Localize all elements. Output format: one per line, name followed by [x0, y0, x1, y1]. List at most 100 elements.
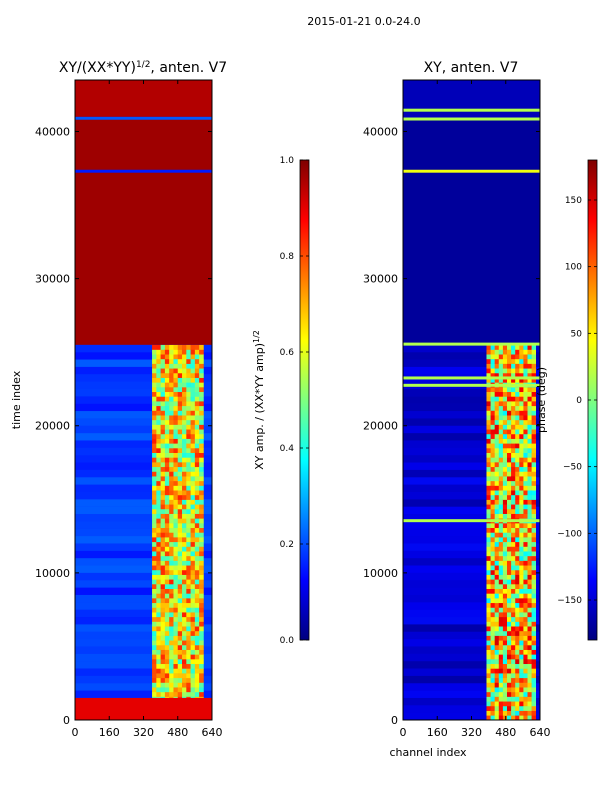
heatmap-cell — [494, 452, 500, 458]
heatmap-cell — [511, 565, 516, 571]
heatmap-cell — [169, 612, 174, 618]
heatmap-cell — [186, 518, 191, 524]
heatmap-row — [403, 388, 540, 397]
heatmap-cell — [498, 551, 504, 557]
heatmap-cell — [490, 607, 495, 613]
heatmap-cell — [511, 602, 516, 608]
heatmap-cell — [164, 513, 170, 519]
heatmap-cell — [527, 480, 532, 486]
heatmap-cell — [190, 644, 196, 650]
heatmap-cell — [490, 438, 495, 444]
heatmap-cell — [173, 518, 179, 524]
heatmap-cell — [523, 541, 528, 547]
heatmap-cell — [527, 541, 532, 547]
heatmap-row — [75, 558, 212, 566]
heatmap-cell — [502, 715, 508, 721]
heatmap-cell — [177, 382, 183, 388]
heatmap-cell — [190, 405, 196, 411]
heatmap-cell — [506, 579, 512, 585]
heatmap-cell — [194, 358, 200, 364]
heatmap-cell — [160, 630, 166, 636]
heatmap-cell — [152, 419, 157, 425]
heatmap-cell — [519, 715, 524, 721]
heatmap-cell — [190, 504, 196, 510]
heatmap-cell — [173, 574, 179, 580]
heatmap-cell — [486, 532, 491, 538]
heatmap-cell — [490, 424, 495, 430]
heatmap-cell — [173, 682, 179, 688]
heatmap-cell — [173, 546, 179, 552]
heatmap-cell — [177, 419, 183, 425]
heatmap-cell — [523, 448, 528, 453]
heatmap-cell — [498, 612, 504, 618]
heatmap-cell — [156, 448, 161, 453]
heatmap-cell — [498, 424, 504, 430]
heatmap-cell — [506, 401, 512, 407]
heatmap-cell — [502, 551, 508, 557]
heatmap-cell — [531, 405, 537, 411]
heatmap-cell — [173, 630, 179, 636]
heatmap-cell — [511, 630, 516, 636]
heatmap-cell — [494, 372, 500, 378]
heatmap-cell — [160, 677, 166, 683]
heatmap-cell — [156, 410, 161, 416]
heatmap-row — [403, 594, 540, 603]
heatmap-cell — [519, 457, 524, 463]
heatmap-cell — [511, 715, 516, 721]
heatmap-cell — [494, 602, 500, 608]
heatmap-cell — [494, 485, 500, 491]
heatmap-cell — [498, 471, 504, 477]
heatmap-cell — [186, 569, 191, 575]
heatmap-cell — [490, 405, 495, 411]
heatmap-cell — [519, 551, 524, 557]
heatmap-cell — [498, 687, 504, 693]
heatmap-cell — [169, 448, 174, 453]
heatmap-cell — [519, 593, 524, 599]
heatmap-row — [403, 609, 540, 618]
heatmap-cell — [519, 701, 524, 707]
heatmap-cell — [494, 654, 500, 660]
heatmap-cell — [173, 358, 179, 364]
heatmap-row — [403, 521, 540, 529]
heatmap-cell — [160, 372, 166, 378]
heatmap-cell — [502, 668, 508, 674]
heatmap-cell — [486, 673, 491, 679]
heatmap-cell — [490, 443, 495, 449]
heatmap-cell — [531, 644, 537, 650]
heatmap-cell — [160, 490, 166, 496]
heatmap-cell — [515, 490, 520, 496]
heatmap-cell — [194, 584, 200, 589]
x-tick-label: 320 — [133, 726, 154, 739]
heatmap-cell — [160, 443, 166, 449]
heatmap-cell — [173, 429, 179, 435]
heatmap-cell — [182, 602, 187, 608]
heatmap-cell — [490, 471, 495, 477]
heatmap-cell — [515, 710, 520, 716]
heatmap-row — [403, 396, 540, 404]
heatmap-cell — [199, 401, 204, 407]
heatmap-cell — [511, 476, 516, 482]
heatmap-cell — [511, 640, 516, 646]
heatmap-cell — [519, 363, 524, 369]
heatmap-cell — [182, 396, 187, 402]
heatmap-cell — [506, 537, 512, 543]
heatmap-cell — [199, 405, 204, 411]
heatmap-row — [75, 381, 212, 389]
heatmap-cell — [169, 579, 174, 585]
heatmap-cell — [527, 387, 532, 393]
heatmap-cell — [494, 476, 500, 482]
heatmap-cell — [511, 551, 516, 557]
heatmap-cell — [498, 598, 504, 604]
heatmap-cell — [506, 433, 512, 439]
heatmap-cell — [169, 584, 174, 589]
heatmap-cell — [511, 616, 516, 622]
heatmap-cell — [498, 546, 504, 552]
heatmap-cell — [177, 673, 183, 679]
heatmap-cell — [527, 452, 532, 458]
heatmap-cell — [194, 419, 200, 425]
heatmap-cell — [511, 663, 516, 669]
heatmap-cell — [519, 401, 524, 407]
amplitude-colorbar-ticks: 0.00.20.40.60.81.0 — [280, 156, 309, 646]
heatmap-cell — [511, 523, 516, 529]
heatmap-cell — [527, 368, 532, 374]
